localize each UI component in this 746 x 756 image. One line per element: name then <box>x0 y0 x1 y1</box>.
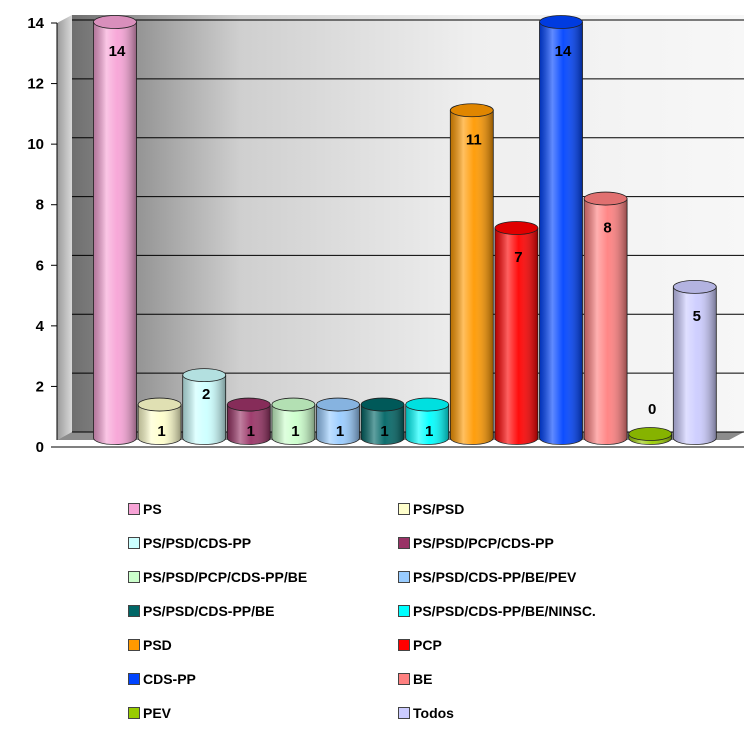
legend-swatch <box>398 605 410 617</box>
y-tick-label: 0 <box>36 439 44 456</box>
legend-label: PSD <box>143 637 172 653</box>
legend-item: BE <box>398 670 432 688</box>
legend-item: PS/PSD/CDS-PP/BE/PEV <box>398 568 576 586</box>
data-label: 1 <box>247 423 255 440</box>
legend-swatch <box>398 673 410 685</box>
legend-item: CDS-PP <box>128 670 196 688</box>
legend-swatch <box>398 571 410 583</box>
bar <box>182 368 227 445</box>
legend-swatch <box>398 537 410 549</box>
back-wall <box>72 15 744 432</box>
data-label: 7 <box>514 249 522 266</box>
data-label: 11 <box>466 131 482 148</box>
legend-item: PS/PSD/CDS-PP <box>128 534 251 552</box>
data-label: 1 <box>336 423 344 440</box>
bar <box>316 397 360 445</box>
legend-item: Todos <box>398 704 454 722</box>
legend-item: PS/PSD/PCP/CDS-PP/BE <box>128 568 307 586</box>
legend-label: BE <box>413 671 433 687</box>
legend-swatch <box>398 707 410 719</box>
legend-label: PS/PSD/CDS-PP/BE/NINSC. <box>413 603 596 619</box>
y-tick-label: 8 <box>36 197 44 214</box>
bar <box>628 427 673 445</box>
data-label: 1 <box>291 423 299 440</box>
legend-swatch <box>128 571 140 583</box>
bar <box>93 15 137 445</box>
legend-item: PS/PSD/CDS-PP/BE/NINSC. <box>398 602 596 620</box>
legend-swatch <box>128 707 140 719</box>
legend-label: PS/PSD/CDS-PP/BE/PEV <box>413 569 577 585</box>
legend-label: CDS-PP <box>143 671 196 687</box>
legend-swatch <box>128 537 140 549</box>
legend-label: PS <box>143 501 162 517</box>
legend-item: PS/PSD/CDS-PP/BE <box>128 602 274 620</box>
legend-label: PS/PSD/PCP/CDS-PP/BE <box>143 569 308 585</box>
legend-swatch <box>128 605 140 617</box>
data-label: 1 <box>425 423 433 440</box>
bar <box>494 221 539 445</box>
legend-swatch <box>398 639 410 651</box>
bar <box>360 397 405 445</box>
y-tick-label: 10 <box>27 136 44 153</box>
legend-label: PEV <box>143 705 172 721</box>
legend-label: PS/PSD <box>413 501 465 517</box>
bar <box>583 191 628 445</box>
legend-label: PS/PSD/CDS-PP <box>143 535 252 551</box>
data-label: 1 <box>380 423 388 440</box>
legend-label: Todos <box>413 705 454 721</box>
data-label: 2 <box>202 386 210 403</box>
legend-swatch <box>398 503 410 515</box>
legend-item: PCP <box>398 636 442 654</box>
y-tick-label: 14 <box>27 15 44 32</box>
data-label: 14 <box>109 43 126 60</box>
data-label: 1 <box>157 423 165 440</box>
bar <box>271 397 316 445</box>
y-tick-label: 12 <box>27 76 44 93</box>
legend-swatch <box>128 639 140 651</box>
legend-item: PEV <box>128 704 171 722</box>
bar <box>226 397 271 445</box>
bar <box>405 397 450 445</box>
legend-item: PS/PSD/PCP/CDS-PP <box>398 534 554 552</box>
legend-label: PS/PSD/PCP/CDS-PP <box>413 535 554 551</box>
legend-swatch <box>128 673 140 685</box>
bar <box>539 15 583 445</box>
legend-swatch <box>128 503 140 515</box>
legend-label: PCP <box>413 637 442 653</box>
data-label: 14 <box>555 43 572 60</box>
y-tick-label: 6 <box>36 257 44 274</box>
bar <box>672 279 717 445</box>
y-tick-label: 4 <box>36 318 45 335</box>
y-tick-label: 2 <box>36 378 44 395</box>
legend-label: PS/PSD/CDS-PP/BE <box>143 603 275 619</box>
legend-item: PSD <box>128 636 172 654</box>
legend-item: PS <box>128 500 162 518</box>
data-label: 5 <box>693 308 701 325</box>
data-label: 8 <box>603 220 611 237</box>
bar <box>137 397 182 445</box>
side-wall <box>57 15 72 440</box>
bar <box>449 103 494 445</box>
data-label: 0 <box>648 401 656 418</box>
legend-item: PS/PSD <box>398 500 464 518</box>
